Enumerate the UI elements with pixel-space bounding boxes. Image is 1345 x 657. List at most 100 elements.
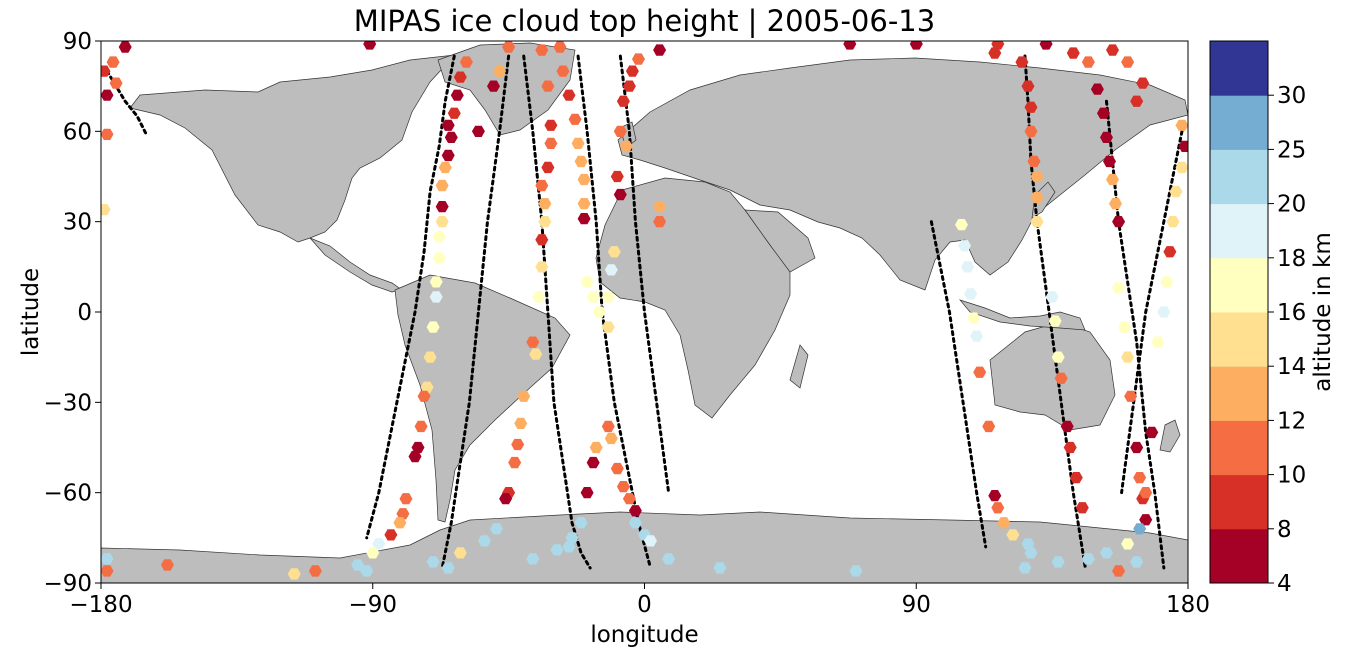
cloud-top-marker bbox=[532, 291, 546, 303]
cloud-top-marker bbox=[544, 119, 558, 131]
cloud-top-marker bbox=[1066, 47, 1080, 59]
cloud-top-marker bbox=[1169, 185, 1183, 198]
cloud-top-marker bbox=[1090, 83, 1104, 95]
cloud-top-marker bbox=[420, 381, 434, 393]
colorbar-tick-label: 14 bbox=[1277, 354, 1306, 380]
cloud-top-marker bbox=[586, 456, 600, 469]
cloud-top-marker bbox=[308, 565, 322, 577]
cloud-top-marker bbox=[411, 441, 425, 454]
cloud-top-marker bbox=[1121, 538, 1135, 550]
cloud-top-marker bbox=[577, 173, 591, 186]
cloud-top-marker bbox=[453, 71, 467, 83]
colorbar-tick-label: 20 bbox=[1277, 192, 1306, 218]
cloud-top-marker bbox=[432, 231, 446, 243]
cloud-top-marker bbox=[613, 125, 627, 137]
cloud-top-marker bbox=[553, 41, 567, 53]
cloud-top-marker bbox=[1103, 155, 1116, 168]
cloud-top-marker bbox=[441, 119, 455, 131]
cloud-top-marker bbox=[508, 456, 522, 469]
cloud-top-marker bbox=[1118, 321, 1132, 333]
cloud-top-marker bbox=[580, 276, 594, 288]
cloud-top-marker bbox=[396, 508, 410, 520]
y-tick-label: 30 bbox=[63, 210, 92, 236]
cloud-top-marker bbox=[964, 288, 978, 300]
cloud-top-marker bbox=[1166, 216, 1180, 228]
colorbar-tick-label: 30 bbox=[1277, 83, 1306, 109]
cloud-top-marker bbox=[526, 336, 540, 348]
cloud-top-marker bbox=[556, 65, 570, 77]
cloud-top-marker bbox=[622, 80, 636, 92]
cloud-top-marker bbox=[1015, 56, 1029, 68]
cloud-top-marker bbox=[429, 291, 443, 303]
x-tick-label: 180 bbox=[1166, 592, 1210, 618]
cloud-top-marker bbox=[1151, 336, 1165, 348]
cloud-top-marker bbox=[118, 41, 132, 53]
cloud-top-marker bbox=[973, 366, 987, 378]
colorbar-tick-label: 16 bbox=[1277, 300, 1306, 326]
orbit-track bbox=[929, 220, 988, 549]
cloud-top-marker bbox=[586, 291, 600, 303]
y-axis: 90 60 30 0 −30 −60 −90 bbox=[43, 29, 101, 597]
cloud-top-marker bbox=[961, 261, 975, 273]
cloud-top-marker bbox=[644, 535, 657, 547]
cloud-top-marker bbox=[438, 161, 452, 174]
land-africa bbox=[595, 177, 791, 419]
cloud-top-marker bbox=[628, 505, 642, 517]
orbit-track bbox=[105, 69, 148, 136]
colorbar-tick-label: 8 bbox=[1277, 517, 1292, 543]
colorbar-segment bbox=[1210, 312, 1268, 367]
cloud-top-marker bbox=[1030, 191, 1044, 204]
cloud-observations bbox=[101, 41, 1188, 580]
cloud-top-marker bbox=[360, 565, 374, 577]
cloud-top-marker bbox=[1024, 125, 1038, 137]
cloud-top-marker bbox=[538, 216, 552, 228]
cloud-top-marker bbox=[1021, 80, 1035, 92]
cloud-top-marker bbox=[101, 553, 114, 565]
cloud-top-marker bbox=[1175, 119, 1188, 131]
cloud-top-marker bbox=[589, 441, 603, 454]
colorbar-segment bbox=[1210, 528, 1268, 584]
land-north-america bbox=[129, 54, 456, 243]
cloud-top-marker bbox=[1130, 95, 1144, 107]
cloud-top-marker bbox=[535, 261, 549, 273]
cloud-top-marker bbox=[955, 219, 968, 231]
y-tick-label: −90 bbox=[43, 571, 92, 597]
cloud-top-marker bbox=[607, 246, 621, 258]
cloud-top-marker bbox=[713, 562, 727, 574]
cloud-top-marker bbox=[444, 131, 458, 143]
cloud-top-marker bbox=[991, 502, 1005, 514]
cloud-top-marker bbox=[632, 53, 645, 65]
cloud-top-marker bbox=[1121, 56, 1135, 68]
cloud-top-marker bbox=[363, 41, 377, 50]
cloud-top-marker bbox=[1075, 502, 1089, 514]
cloud-top-marker bbox=[568, 113, 582, 125]
cloud-top-marker bbox=[109, 77, 123, 89]
cloud-top-marker bbox=[511, 438, 525, 451]
cloud-top-marker bbox=[610, 462, 624, 475]
cloud-top-marker bbox=[287, 568, 301, 580]
cloud-top-marker bbox=[541, 161, 555, 174]
land-madagascar bbox=[789, 344, 809, 389]
colorbar-segment bbox=[1210, 257, 1268, 313]
cloud-top-marker bbox=[372, 538, 386, 550]
cloud-top-marker bbox=[1130, 441, 1144, 454]
cloud-top-marker bbox=[429, 276, 443, 288]
y-tick-label: 90 bbox=[63, 29, 92, 55]
colorbar-segment bbox=[1210, 366, 1268, 421]
cloud-top-marker bbox=[487, 80, 500, 92]
cloud-top-marker bbox=[426, 321, 440, 333]
cloud-top-marker bbox=[1133, 523, 1147, 535]
cloud-top-marker bbox=[613, 188, 627, 201]
cloud-top-marker bbox=[393, 517, 407, 529]
colorbar-segment bbox=[1210, 149, 1268, 205]
cloud-top-marker bbox=[616, 481, 630, 493]
y-axis-label: latitude bbox=[18, 268, 44, 356]
cloud-top-marker bbox=[535, 234, 549, 246]
cloud-top-marker bbox=[541, 80, 555, 92]
cloud-top-marker bbox=[622, 493, 636, 505]
x-axis: −180 −90 0 90 180 bbox=[69, 583, 1210, 618]
cloud-top-marker bbox=[517, 390, 531, 402]
cloud-top-marker bbox=[988, 47, 1002, 59]
cloud-top-marker bbox=[577, 213, 591, 225]
cloud-top-marker bbox=[435, 201, 449, 213]
